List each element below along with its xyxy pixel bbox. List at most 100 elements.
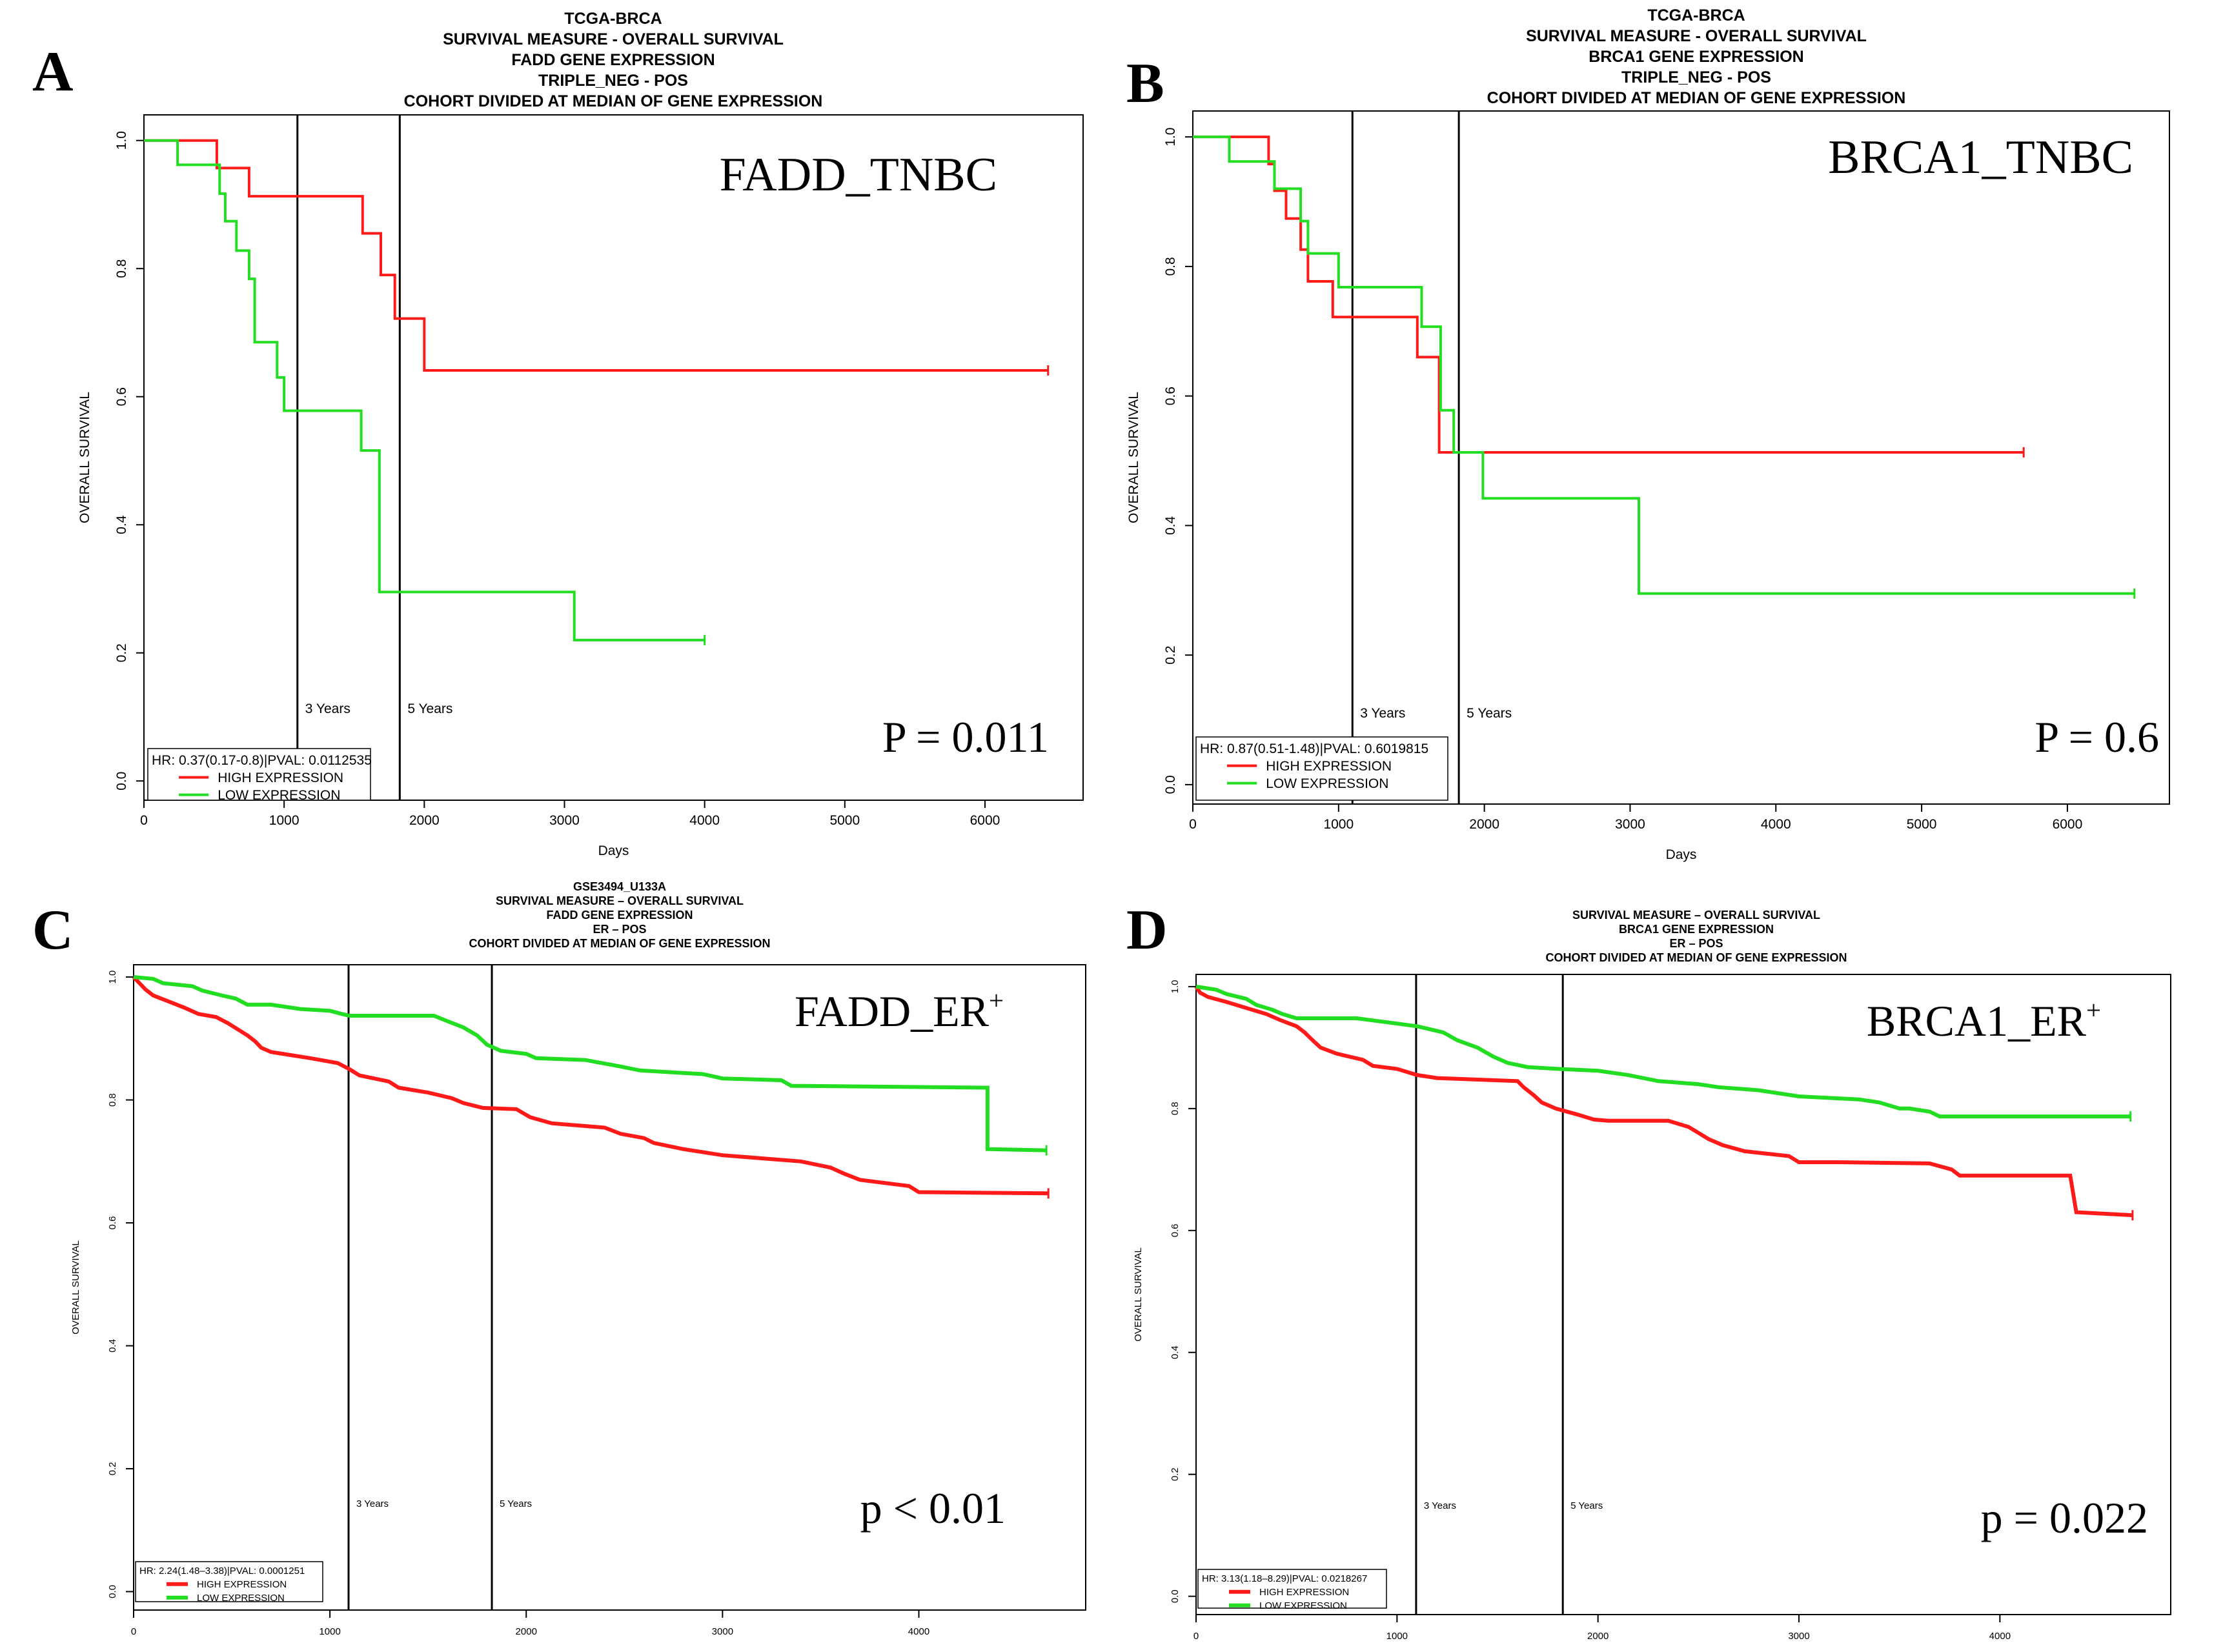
p-value-label: P = 0.011 (882, 712, 1049, 761)
y-tick-label: 0.8 (107, 1093, 118, 1107)
y-tick-label: 0.2 (1163, 646, 1178, 665)
x-axis-label: Days (598, 843, 629, 858)
chart-title-line: SURVIVAL MEASURE – OVERALL SURVIVAL (1572, 909, 1820, 922)
panel-a: A TCGA-BRCA SURVIVAL MEASURE - OVERALL SUR… (32, 10, 1084, 858)
legend-label: HIGH EXPRESSION (1259, 1587, 1349, 1598)
chart-title-line: COHORT DIVIDED AT MEDIAN OF GENE EXPRESS… (1545, 951, 1847, 964)
y-tick-label: 0.2 (1170, 1467, 1181, 1481)
chart-title-line: SURVIVAL MEASURE - OVERALL SURVIVAL (443, 30, 784, 48)
hazard-ratio-text: HR: 0.37(0.17-0.8)|PVAL: 0.0112535 (152, 753, 372, 768)
y-tick-label: 0.4 (1170, 1345, 1181, 1359)
x-tick-label: 1000 (319, 1626, 340, 1637)
survival-curve-high (144, 139, 1048, 372)
legend-box (147, 748, 371, 801)
plot-frame (133, 964, 1086, 1611)
reference-line-label: 5 Years (407, 701, 452, 716)
legend-box (1197, 1569, 1387, 1609)
x-tick-label: 0 (1189, 817, 1197, 832)
chart-title-line: ER – POS (593, 923, 646, 936)
legend-box (1195, 736, 1448, 801)
y-tick-label: 0.4 (107, 1339, 118, 1353)
legend-box (135, 1561, 323, 1602)
y-tick-label: 0.8 (1170, 1102, 1181, 1115)
chart-title-line: FADD GENE EXPRESSION (511, 51, 715, 69)
y-axis-label: OVERALL SURVIVAL (1126, 392, 1141, 523)
legend-label: HIGH EXPRESSION (218, 771, 343, 785)
x-tick-label: 3000 (549, 813, 580, 828)
x-axis-label: Days (1666, 847, 1697, 862)
panel-big-label: BRCA1_ER+ (1867, 996, 2101, 1045)
hazard-ratio-text: HR: 2.24(1.48–3.38)|PVAL: 0.0001251 (139, 1566, 305, 1576)
chart-title-line: BRCA1 GENE EXPRESSION (1589, 48, 1803, 66)
x-tick-label: 1000 (269, 813, 299, 828)
chart-title-line: BRCA1 GENE EXPRESSION (1619, 923, 1774, 936)
x-tick-label: 0 (131, 1626, 136, 1637)
y-tick-label: 0.4 (1163, 516, 1178, 535)
chart-title-line: COHORT DIVIDED AT MEDIAN OF GENE EXPRESS… (1487, 89, 1906, 107)
y-tick-label: 0.6 (1163, 387, 1178, 405)
panel-big-label: BRCA1_TNBC (1828, 131, 2133, 184)
panel-big-label: FADD_ER+ (795, 986, 1004, 1036)
y-tick-label: 1.0 (1170, 980, 1181, 993)
y-axis-label: OVERALL SURVIVAL (70, 1240, 81, 1335)
p-value-label: p < 0.01 (860, 1484, 1006, 1533)
x-tick-label: 2000 (1587, 1631, 1609, 1642)
survival-curve-low (144, 139, 705, 641)
plot-frame (143, 114, 1084, 801)
x-tick-label: 3000 (712, 1626, 733, 1637)
legend-label: LOW EXPRESSION (1259, 1600, 1347, 1611)
x-tick-label: 2000 (516, 1626, 537, 1637)
x-tick-label: 4000 (1761, 817, 1791, 832)
x-tick-label: 6000 (2053, 817, 2083, 832)
legend-label: LOW EXPRESSION (1266, 776, 1388, 791)
y-tick-label: 0.0 (1163, 775, 1178, 794)
p-value-label: P = 0.6 (2035, 712, 2159, 761)
chart-title-line: COHORT DIVIDED AT MEDIAN OF GENE EXPRESS… (404, 92, 823, 110)
x-tick-label: 0 (1193, 1631, 1199, 1642)
x-tick-label: 0 (140, 813, 148, 828)
y-tick-label: 0.6 (1170, 1224, 1181, 1237)
y-tick-label: 0.6 (114, 387, 129, 406)
reference-line-label: 3 Years (356, 1498, 389, 1509)
chart-title-line: TCGA-BRCA (1647, 6, 1745, 25)
panel-letter: A (32, 41, 74, 103)
y-tick-label: 1.0 (107, 971, 118, 984)
y-axis-label: OVERALL SURVIVAL (77, 392, 92, 523)
p-value-label: p = 0.022 (1981, 1493, 2148, 1542)
chart-title-line: SURVIVAL MEASURE - OVERALL SURVIVAL (1526, 27, 1867, 45)
x-tick-label: 3000 (1788, 1631, 1809, 1642)
x-tick-label: 3000 (1615, 817, 1645, 832)
y-tick-label: 0.8 (1163, 257, 1178, 276)
x-tick-label: 6000 (970, 813, 1000, 828)
plot-frame (1192, 110, 2170, 805)
y-tick-label: 0.6 (107, 1216, 118, 1230)
x-tick-label: 1000 (1386, 1631, 1408, 1642)
legend-label: HIGH EXPRESSION (197, 1579, 287, 1590)
x-tick-label: 1000 (1323, 817, 1354, 832)
y-tick-label: 0.8 (114, 259, 129, 278)
y-tick-label: 0.0 (1170, 1589, 1181, 1603)
legend-label: LOW EXPRESSION (218, 788, 340, 803)
legend-label: LOW EXPRESSION (197, 1593, 285, 1604)
reference-line-label: 5 Years (1467, 706, 1512, 721)
hazard-ratio-text: HR: 3.13(1.18–8.29)|PVAL: 0.0218267 (1202, 1573, 1367, 1584)
panel-letter: C (32, 899, 74, 962)
chart-title-line: COHORT DIVIDED AT MEDIAN OF GENE EXPRESS… (469, 937, 770, 950)
chart-title-line: TCGA-BRCA (564, 10, 662, 28)
survival-curve-high (1194, 985, 2133, 1218)
plot-frame (1195, 974, 2171, 1615)
panel-letter: B (1126, 52, 1164, 115)
survival-curve-low (1195, 984, 2131, 1119)
y-tick-label: 1.0 (114, 131, 129, 150)
reference-line-label: 3 Years (1360, 706, 1405, 721)
chart-title-line: GSE3494_U133A (573, 880, 666, 893)
reference-line-label: 3 Years (305, 701, 350, 716)
y-tick-label: 0.4 (114, 515, 129, 534)
y-tick-label: 1.0 (1163, 128, 1178, 146)
x-tick-label: 5000 (829, 813, 860, 828)
x-tick-label: 5000 (1907, 817, 1937, 832)
x-tick-label: 4000 (908, 1626, 929, 1637)
panel-letter: D (1126, 899, 1168, 962)
